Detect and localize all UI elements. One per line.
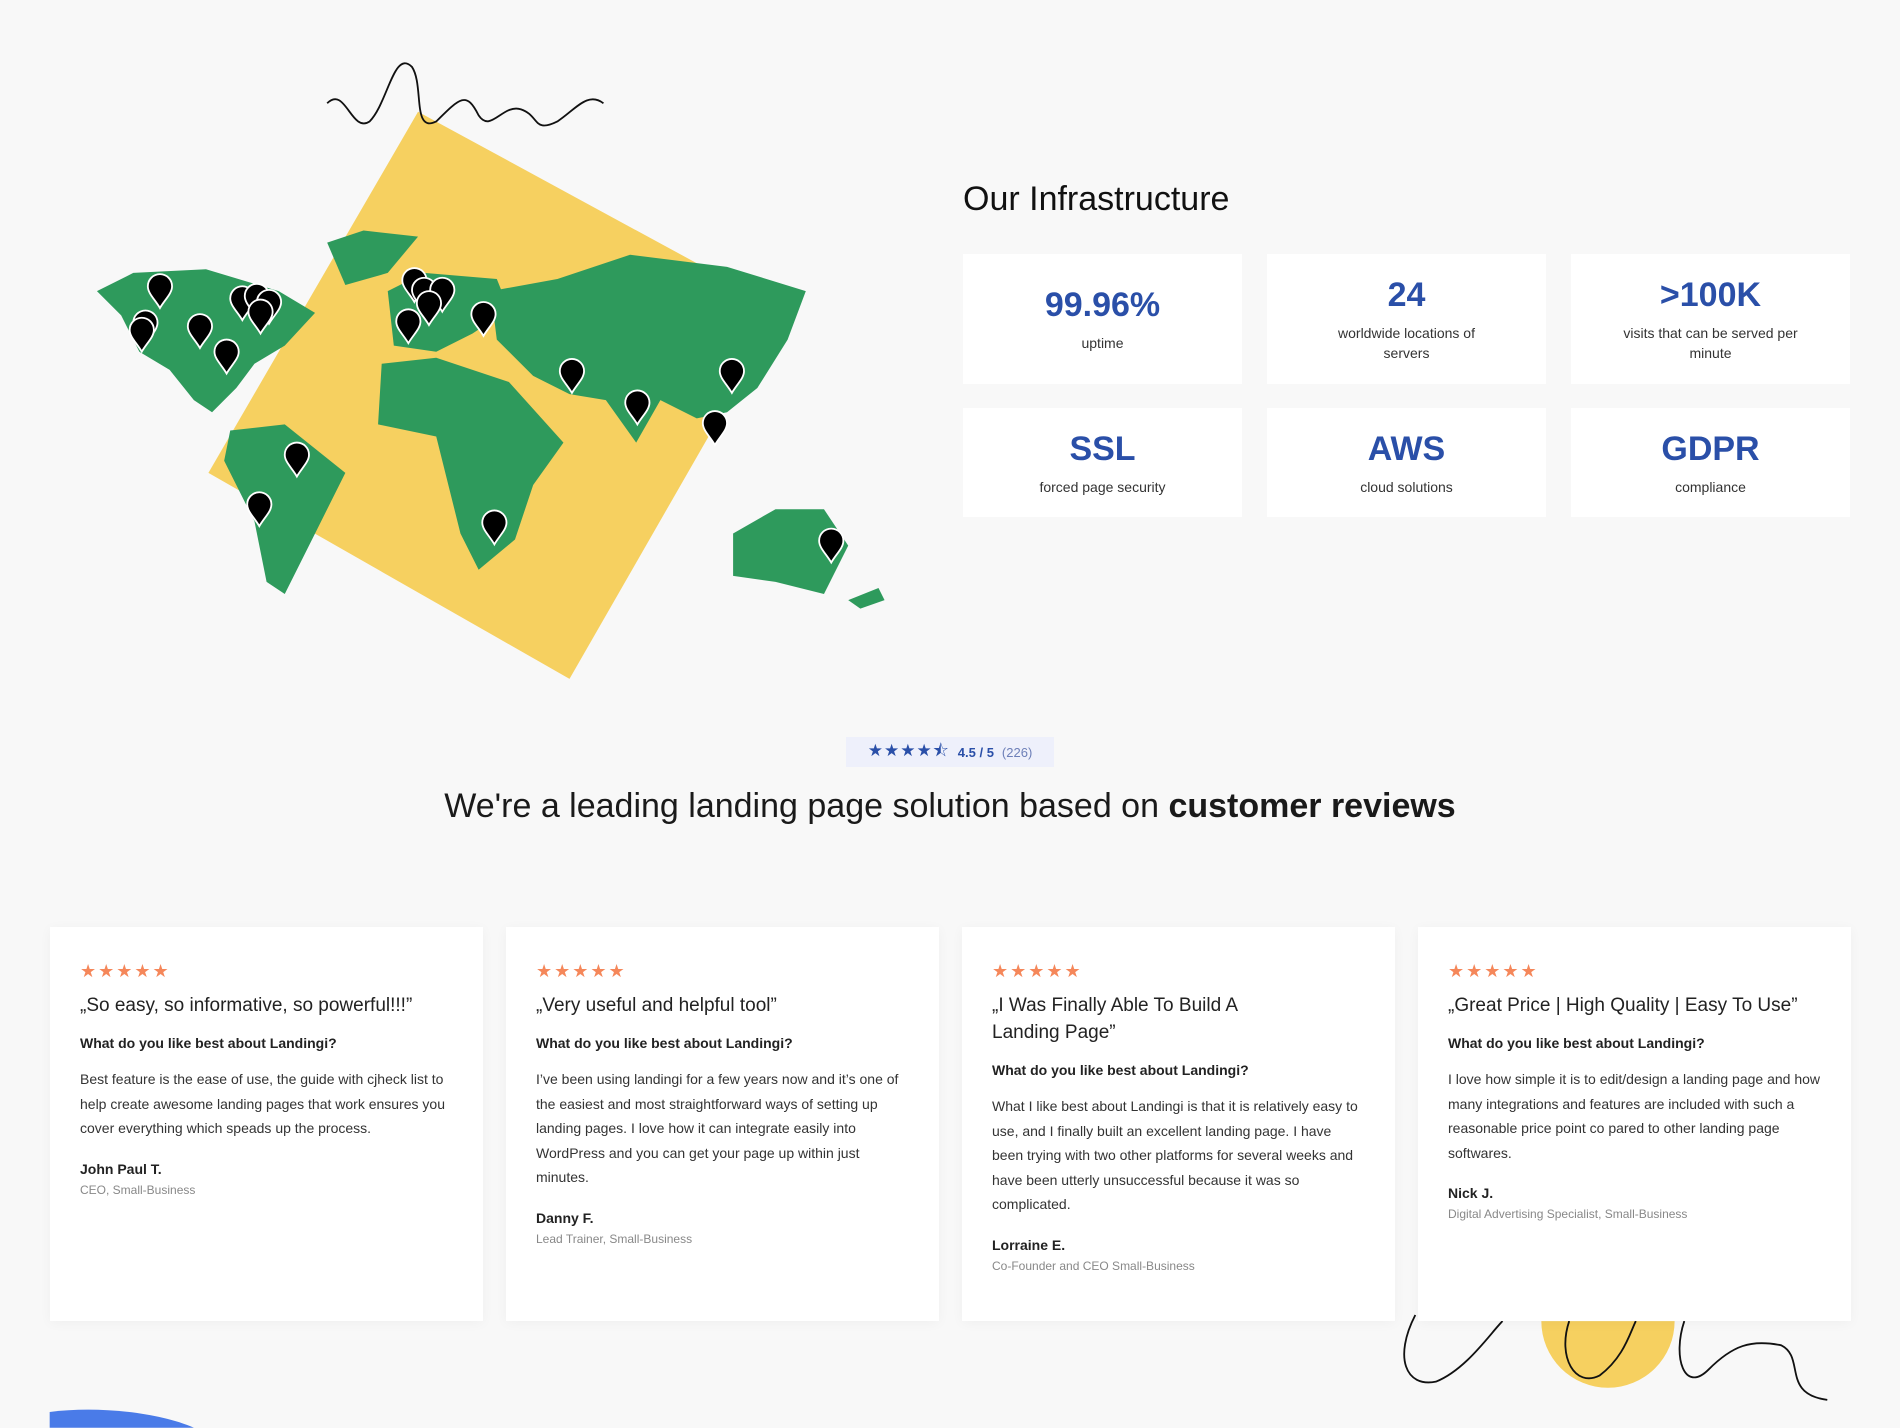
stat-label: uptime <box>1081 335 1124 351</box>
rating-score: 4.5 / 5 <box>957 744 994 760</box>
map-pin-icon <box>128 316 155 354</box>
reviewer-name: Lorraine E. <box>992 1236 1066 1253</box>
greenland <box>327 230 419 286</box>
review-body: What I like best about Landingi is that … <box>992 1098 1358 1212</box>
stat-label: cloud solutions <box>1360 478 1453 495</box>
stat-label: visits that can be served per minute <box>1623 325 1798 361</box>
review-card: ★★★★★ „Very useful and helpful tool” Wha… <box>506 927 939 1321</box>
rating-stars-icon: ★★★★⯪ <box>867 740 950 760</box>
map-pin-icon <box>243 282 270 320</box>
star-rating-icon: ★★★★★ <box>1448 961 1539 981</box>
map-pin-icon <box>255 288 283 326</box>
reviews-headline: We're a leading landing page solution ba… <box>0 787 1900 826</box>
infrastructure-stats: 99.96% uptime 24 worldwide locations of se… <box>963 254 1850 517</box>
stat-value: AWS <box>1367 429 1446 468</box>
stat-value: GDPR <box>1661 429 1760 468</box>
map-pin-icon <box>186 313 213 350</box>
headline-text: We're a leading landing page solution ba… <box>444 787 1169 825</box>
stat-value: 99.96% <box>1044 286 1161 324</box>
stat-value: >100K <box>1659 276 1762 314</box>
review-question: What do you like best about Landingi? <box>1448 1035 1705 1051</box>
review-card: ★★★★★ „Great Price | High Quality | Easy… <box>1418 927 1851 1321</box>
map-pin-icon <box>429 276 456 314</box>
server-pins <box>128 267 845 565</box>
continents <box>96 230 885 609</box>
map-pin-icon <box>283 441 310 479</box>
stat-card-gdpr: GDPR compliance <box>1571 408 1850 517</box>
map-pin-icon <box>718 358 745 395</box>
star-rating-icon: ★★★★★ <box>80 961 171 981</box>
stat-card-ssl: SSL forced page security <box>963 408 1242 517</box>
australia <box>733 509 849 595</box>
asia <box>490 254 806 443</box>
reviewer-role: CEO, Small-Business <box>80 1182 196 1197</box>
stat-card-visits: >100K visits that can be served per minut… <box>1571 254 1850 384</box>
review-question: What do you like best about Landingi? <box>992 1062 1249 1078</box>
star-rating-icon: ★★★★★ <box>536 961 627 981</box>
bottom-squiggle <box>1403 1314 1828 1401</box>
map-pin-icon <box>624 389 651 427</box>
reviewer-role: Digital Advertising Specialist, Small-Bu… <box>1448 1207 1688 1221</box>
map-pin-icon <box>481 509 508 547</box>
reviewer-role: Lead Trainer, Small-Business <box>536 1231 693 1246</box>
map-pin-icon <box>401 267 428 304</box>
map-pin-icon <box>415 290 442 327</box>
blue-shape <box>49 1409 194 1428</box>
map-pin-icon <box>411 276 438 314</box>
rating-count: (226) <box>1001 744 1033 760</box>
squiggle-line <box>326 62 604 127</box>
stat-card-locations: 24 worldwide locations of servers <box>1267 254 1546 384</box>
map-pin-icon <box>395 308 422 346</box>
map-pin-icon <box>470 301 497 338</box>
map-pin-icon <box>247 298 274 336</box>
north-america <box>96 269 316 413</box>
map-pin-icon <box>701 410 728 447</box>
reviewer-name: Danny F. <box>536 1209 594 1226</box>
stat-card-uptime: 99.96% uptime <box>963 254 1242 384</box>
stat-label: forced page security <box>1039 478 1166 495</box>
reviewer-name: Nick J. <box>1448 1185 1494 1201</box>
africa <box>378 357 564 570</box>
reviewer-role: Co-Founder and CEO Small-Business <box>992 1258 1195 1273</box>
south-america <box>224 424 346 595</box>
stat-label: worldwide locations of servers <box>1338 325 1475 361</box>
review-body: Best feature is the ease of use, the gui… <box>80 1071 445 1136</box>
stat-label: compliance <box>1675 478 1746 495</box>
review-card: ★★★★★ „So easy, so informative, so power… <box>50 927 483 1321</box>
map-pin-icon <box>213 338 240 376</box>
map-pin-icon <box>132 309 159 347</box>
map-pin-icon <box>229 285 256 323</box>
stat-value: 24 <box>1387 276 1426 314</box>
review-question: What do you like best about Landingi? <box>80 1035 337 1051</box>
rating-badge[interactable]: ★★★★⯪ 4.5 / 5 (226) <box>846 737 1054 767</box>
star-rating-icon: ★★★★★ <box>992 961 1083 981</box>
stat-value: SSL <box>1069 429 1136 468</box>
europe <box>387 272 509 352</box>
new-zealand <box>848 587 885 609</box>
review-title: „So easy, so informative, so powerful!!!… <box>80 995 413 1016</box>
yellow-semicircle <box>1541 1321 1675 1388</box>
stat-card-aws: AWS cloud solutions <box>1267 408 1546 517</box>
map-pin-icon <box>246 491 273 529</box>
infrastructure-title: Our Infrastructure <box>963 180 1230 218</box>
review-title: „I Was Finally Able To Build A Landing P… <box>992 995 1238 1043</box>
review-title: „Very useful and helpful tool” <box>536 995 777 1016</box>
map-pin-icon <box>818 527 845 565</box>
review-question: What do you like best about Landingi? <box>536 1035 793 1051</box>
reviewer-name: John Paul T. <box>80 1160 162 1177</box>
review-card: ★★★★★ „I Was Finally Able To Build A Lan… <box>962 927 1395 1321</box>
review-body: I’ve been using landingi for a few years… <box>536 1071 899 1185</box>
yellow-diamond <box>208 111 782 679</box>
review-title: „Great Price | High Quality | Easy To Us… <box>1448 995 1798 1016</box>
map-pin-icon <box>558 358 585 395</box>
review-body: I love how simple it is to edit/design a… <box>1448 1071 1821 1161</box>
map-pin-icon <box>146 273 173 310</box>
headline-bold: customer reviews <box>1168 787 1456 825</box>
